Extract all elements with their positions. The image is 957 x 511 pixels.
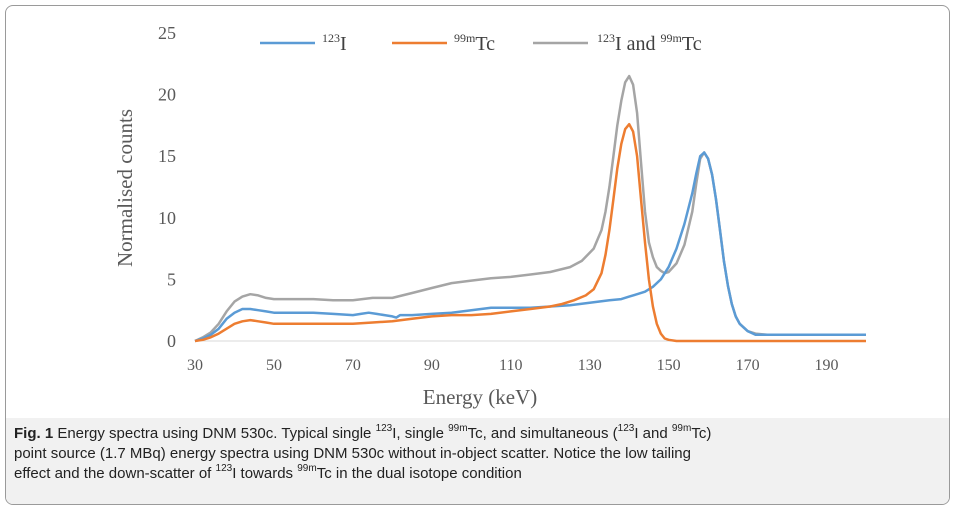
caption-band	[6, 418, 949, 504]
caption-text: effect and the down-scatter of	[14, 465, 216, 482]
x-tick-label: 170	[736, 357, 760, 374]
x-tick-label: 150	[657, 357, 681, 374]
caption-text: Tc)	[691, 425, 712, 442]
y-tick-label: 5	[167, 269, 176, 289]
legend: 123I 99mTc 123I and 99mTc	[260, 31, 702, 55]
caption-sup: 123	[617, 423, 635, 434]
x-tick-label: 50	[266, 357, 282, 374]
caption-text: Tc, and simultaneous (	[467, 425, 618, 442]
x-tick-label: 90	[424, 357, 440, 374]
series-lines	[194, 74, 866, 343]
y-tick-label: 20	[158, 85, 176, 105]
legend-label-tc99m: 99mTc	[454, 31, 495, 55]
caption-sup: 123	[215, 463, 233, 474]
y-axis-ticks: 0 5 10 15 20 25	[158, 23, 176, 351]
y-tick-label: 10	[158, 208, 176, 228]
caption-text: point source (1.7 MBq) energy spectra us…	[14, 445, 691, 462]
y-tick-label: 25	[158, 23, 176, 43]
caption-text: Tc in the dual isotope condition	[316, 465, 522, 482]
caption-sup: 123	[375, 423, 393, 434]
y-tick-label: 15	[158, 146, 176, 166]
legend-label-combined: 123I and 99mTc	[597, 31, 702, 55]
caption-label: Fig. 1	[14, 425, 54, 442]
x-axis-title: Energy (keV)	[423, 385, 538, 409]
caption-sup: 99m	[671, 423, 692, 434]
series-line-combined	[194, 74, 866, 343]
x-tick-label: 130	[578, 357, 602, 374]
caption-text: I towards	[232, 465, 298, 482]
series-line-i123	[194, 151, 866, 343]
x-tick-label: 110	[499, 357, 522, 374]
caption-sup: 99m	[297, 463, 317, 474]
x-tick-label: 70	[345, 357, 361, 374]
caption-text: Energy spectra using DNM 530c. Typical s…	[53, 425, 376, 442]
x-axis: 30 50 70 90 110 130 150 170 190	[187, 340, 866, 374]
y-axis-title: Normalised counts	[113, 109, 137, 267]
energy-spectrum-chart: 30 50 70 90 110 130 150 170 190 0 5 10 15 20 25 Energ…	[113, 23, 866, 409]
y-tick-label: 0	[167, 331, 176, 351]
caption-text: I, single	[392, 425, 449, 442]
x-tick-label: 30	[187, 357, 203, 374]
legend-label-i123: 123I	[322, 31, 347, 55]
series-line-tc99m	[194, 122, 866, 343]
caption-text: I and	[634, 425, 672, 442]
x-tick-label: 190	[815, 357, 839, 374]
figure-caption: Fig. 1 Energy spectra using DNM 530c. Ty…	[14, 424, 934, 484]
caption-sup: 99m	[448, 423, 468, 434]
